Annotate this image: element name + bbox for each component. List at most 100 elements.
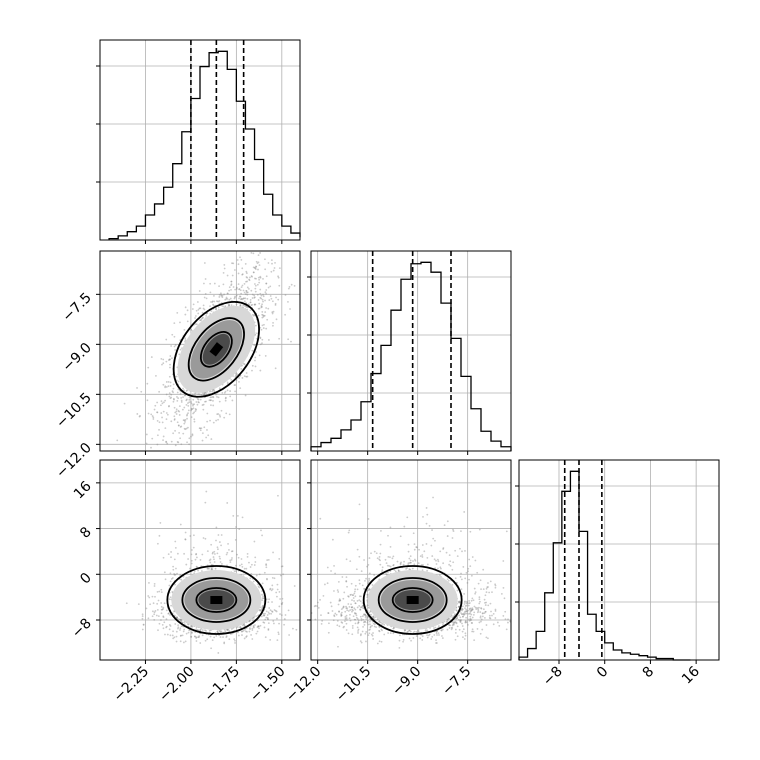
scatter-point bbox=[239, 387, 242, 389]
scatter-point bbox=[248, 627, 251, 629]
scatter-point bbox=[270, 270, 273, 273]
scatter-point bbox=[240, 297, 243, 300]
scatter-point bbox=[314, 604, 317, 607]
scatter-point bbox=[316, 601, 319, 604]
scatter-point bbox=[179, 635, 182, 637]
scatter-point bbox=[243, 623, 245, 626]
scatter-point bbox=[170, 604, 173, 607]
scatter-point bbox=[141, 628, 144, 631]
scatter-point bbox=[264, 612, 266, 615]
scatter-point bbox=[223, 293, 226, 296]
scatter-point bbox=[254, 324, 257, 327]
scatter-point bbox=[367, 581, 370, 583]
scatter-point bbox=[165, 386, 168, 388]
scatter-point bbox=[234, 295, 236, 298]
scatter-point bbox=[231, 399, 234, 402]
scatter-point bbox=[357, 632, 359, 634]
scatter-point bbox=[218, 555, 221, 558]
scatter-point bbox=[240, 286, 243, 289]
scatter-point bbox=[145, 442, 148, 445]
scatter-point bbox=[409, 561, 412, 564]
scatter-point bbox=[146, 399, 149, 402]
scatter-point bbox=[268, 238, 270, 240]
scatter-point bbox=[179, 348, 182, 351]
scatter-point bbox=[305, 587, 307, 589]
scatter-point bbox=[223, 641, 226, 644]
scatter-point bbox=[280, 602, 283, 605]
scatter-point bbox=[452, 530, 455, 533]
scatter-point bbox=[278, 591, 281, 593]
scatter-point bbox=[389, 668, 391, 670]
scatter-point bbox=[450, 626, 453, 629]
scatter-point bbox=[287, 287, 290, 290]
scatter-point bbox=[178, 405, 181, 407]
scatter-point bbox=[168, 624, 171, 626]
scatter-point bbox=[473, 587, 476, 590]
scatter-point bbox=[198, 290, 201, 292]
scatter-point bbox=[502, 560, 505, 562]
scatter-point bbox=[174, 411, 177, 414]
scatter-point bbox=[218, 300, 221, 302]
scatter-point bbox=[216, 300, 218, 303]
scatter-point bbox=[192, 412, 195, 415]
scatter-point bbox=[235, 564, 237, 567]
scatter-point bbox=[216, 552, 219, 555]
scatter-point bbox=[193, 635, 196, 638]
scatter-point bbox=[455, 609, 458, 612]
scatter-point bbox=[337, 591, 340, 593]
scatter-point bbox=[421, 635, 424, 638]
scatter-point bbox=[340, 614, 343, 617]
scatter-point bbox=[228, 638, 231, 641]
scatter-point bbox=[253, 564, 256, 566]
scatter-point bbox=[426, 563, 429, 566]
scatter-point bbox=[246, 242, 248, 244]
scatter-point bbox=[217, 534, 220, 536]
scatter-point bbox=[461, 607, 463, 610]
scatter-point bbox=[174, 444, 177, 447]
scatter-point bbox=[158, 421, 161, 424]
scatter-point bbox=[235, 526, 237, 528]
scatter-point bbox=[494, 583, 497, 586]
scatter-point bbox=[470, 613, 473, 616]
scatter-point bbox=[192, 546, 195, 549]
scatter-point bbox=[167, 381, 170, 383]
scatter-point bbox=[184, 538, 187, 541]
scatter-point bbox=[274, 302, 277, 305]
scatter-point bbox=[179, 437, 182, 440]
scatter-point bbox=[205, 630, 207, 632]
scatter-point bbox=[485, 601, 488, 604]
scatter-point bbox=[358, 605, 361, 607]
scatter-point bbox=[265, 564, 268, 567]
scatter-point bbox=[190, 631, 193, 634]
scatter-point bbox=[264, 291, 267, 293]
scatter-point bbox=[239, 298, 242, 301]
scatter-point bbox=[175, 640, 178, 643]
scatter-point bbox=[421, 544, 424, 546]
scatter-point bbox=[194, 408, 197, 410]
scatter-point bbox=[420, 564, 423, 566]
scatter-point bbox=[152, 418, 155, 420]
scatter-point bbox=[366, 604, 369, 607]
scatter-point bbox=[168, 395, 171, 398]
scatter-point bbox=[347, 595, 350, 598]
scatter-point bbox=[199, 629, 202, 632]
scatter-point bbox=[278, 605, 281, 608]
scatter-point bbox=[270, 589, 273, 592]
scatter-point bbox=[446, 578, 449, 581]
scatter-point bbox=[235, 294, 238, 297]
scatter-point bbox=[224, 298, 227, 301]
scatter-point bbox=[251, 638, 254, 640]
scatter-point bbox=[186, 398, 188, 401]
scatter-point bbox=[370, 552, 372, 555]
scatter-point bbox=[272, 551, 274, 554]
scatter-point bbox=[479, 616, 482, 619]
scatter-point bbox=[176, 391, 179, 394]
scatter-point bbox=[461, 613, 464, 615]
scatter-point bbox=[179, 393, 182, 395]
scatter-point bbox=[351, 608, 354, 611]
scatter-point bbox=[245, 305, 248, 308]
scatter-point bbox=[212, 303, 214, 306]
scatter-point bbox=[179, 523, 182, 526]
scatter-point bbox=[250, 563, 253, 566]
scatter-point bbox=[278, 622, 280, 625]
